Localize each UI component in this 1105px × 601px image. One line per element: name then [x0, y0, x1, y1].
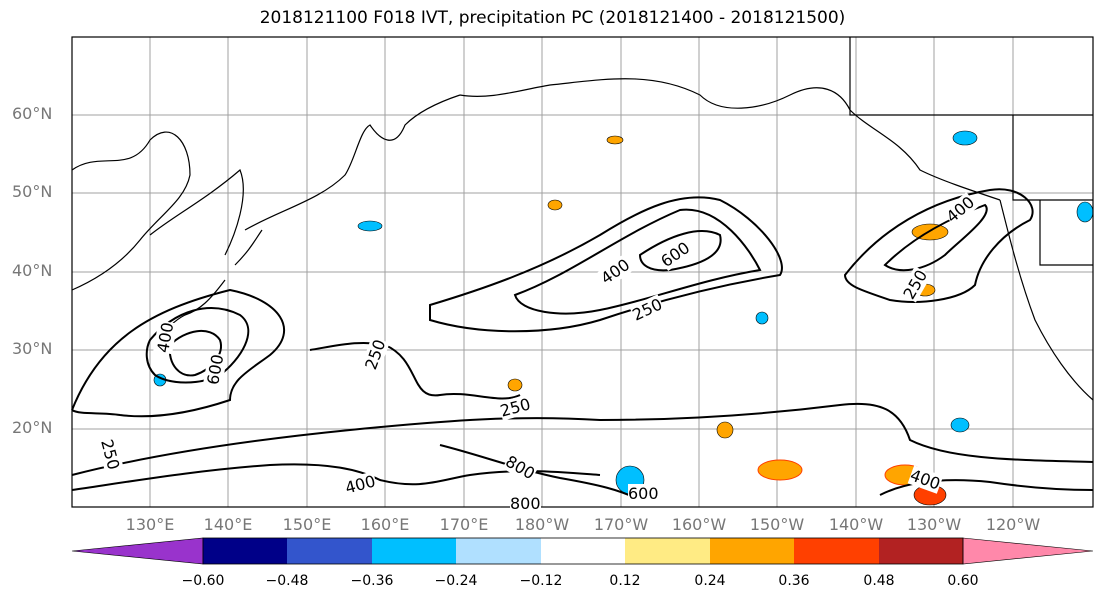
- colorbar-tick-label: −0.24: [434, 573, 478, 589]
- precip-patch: [950, 417, 970, 433]
- colorbar-tick-label: −0.60: [181, 573, 225, 589]
- colorbar-cell: [541, 538, 625, 564]
- contour-250-central: [429, 196, 783, 333]
- precip-patch: [507, 378, 523, 392]
- contour-800-south: [439, 444, 641, 501]
- map-frame: [71, 36, 1094, 508]
- colorbar-tick-label: 0.48: [863, 573, 895, 589]
- precip-patch: [952, 130, 978, 146]
- colorbar-tick-label: 0.24: [694, 573, 726, 589]
- lat-label: 50°N: [12, 182, 53, 201]
- colorbar-tick-label: 0.60: [947, 573, 979, 589]
- contour-400-central: [513, 208, 762, 315]
- gridlines: [72, 37, 1093, 507]
- map-title: 2018121100 F018 IVT, precipitation PC (2…: [259, 8, 846, 28]
- contour-250-west: [71, 288, 286, 418]
- precip-patch: [606, 135, 624, 145]
- colorbar-extend-high: [962, 537, 1094, 565]
- colorbar: [71, 537, 1094, 565]
- lon-label: 160°W: [671, 515, 727, 534]
- lat-label: 20°N: [12, 418, 53, 437]
- lon-label: 120°W: [985, 515, 1041, 534]
- contour-250-east: [843, 188, 1034, 303]
- precip-patch: [716, 421, 734, 439]
- colorbar-tick-label: 0.36: [778, 573, 810, 589]
- precip-patches: [153, 130, 1094, 506]
- lon-label: 180°W: [514, 515, 570, 534]
- contour-600-central: [638, 230, 722, 272]
- lon-label: 150°W: [749, 515, 805, 534]
- colorbar-tick-label: 0.12: [609, 573, 641, 589]
- precip-patch: [1076, 201, 1094, 223]
- colorbar-tick-label: −0.36: [350, 573, 394, 589]
- contour-label: 800: [510, 494, 541, 513]
- colorbar-cell: [879, 538, 963, 564]
- lon-label: 140°E: [203, 515, 253, 534]
- colorbar-frame: [202, 537, 964, 565]
- colorbar-cell: [372, 538, 456, 564]
- colorbar-tick-label: −0.12: [519, 573, 563, 589]
- precip-patch: [755, 311, 769, 325]
- contour-400-se: [879, 479, 1094, 496]
- colorbar-cell: [625, 538, 710, 564]
- colorbar-extend-low: [71, 537, 204, 565]
- colorbar-cell: [456, 538, 541, 564]
- lon-label: 130°E: [125, 515, 175, 534]
- contour-250-south: [71, 402, 1094, 476]
- lon-label: 150°E: [282, 515, 332, 534]
- precip-patch: [357, 220, 383, 232]
- lon-label: 140°W: [828, 515, 884, 534]
- colorbar-cell: [710, 538, 794, 564]
- colorbar-cell: [203, 538, 287, 564]
- precip-patch: [757, 459, 803, 481]
- lat-label: 30°N: [12, 339, 53, 358]
- lon-label: 160°E: [360, 515, 410, 534]
- lon-label: 130°W: [906, 515, 962, 534]
- contour-400-west: [145, 307, 250, 384]
- colorbar-tick-label: −0.48: [265, 573, 309, 589]
- colorbar-cell: [794, 538, 879, 564]
- lat-label: 40°N: [12, 261, 53, 280]
- lon-label: 170°E: [439, 515, 489, 534]
- precip-patch: [547, 199, 563, 211]
- contour-250-mid: [309, 341, 521, 400]
- contour-label: 600: [628, 484, 659, 503]
- lat-label: 60°N: [12, 104, 53, 123]
- colorbar-cell: [287, 538, 372, 564]
- coastlines: [71, 37, 1094, 401]
- lon-label: 170°W: [593, 515, 649, 534]
